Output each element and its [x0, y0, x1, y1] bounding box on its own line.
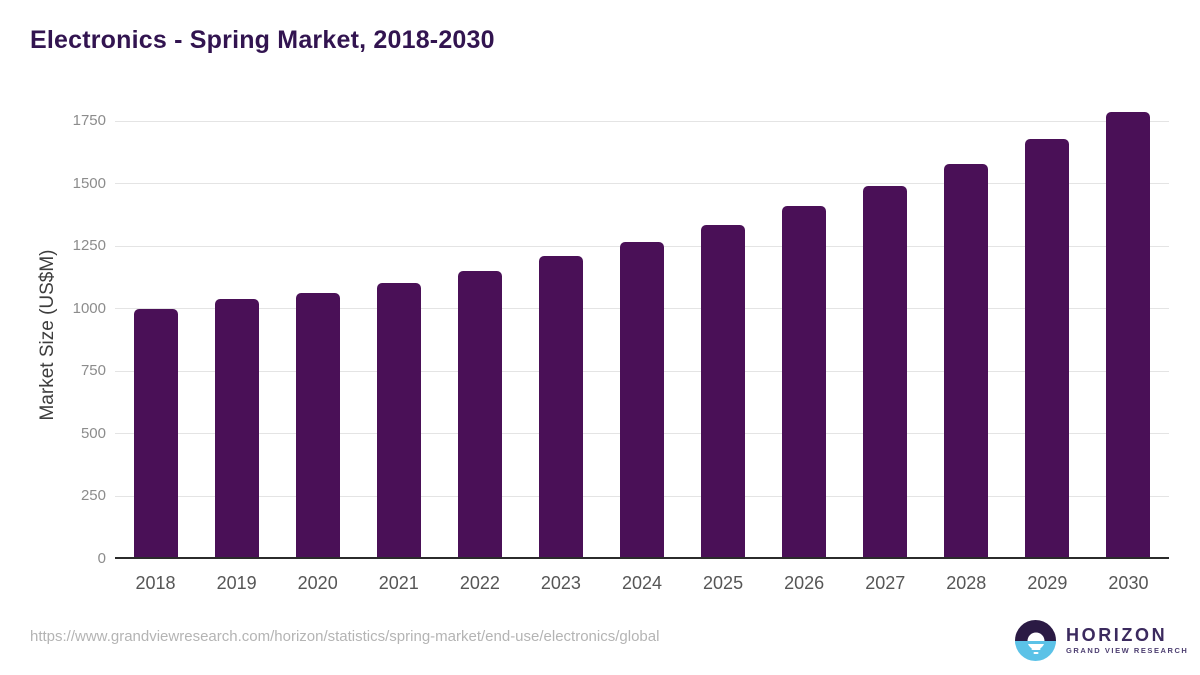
y-tick-label-250: 250 — [80, 487, 106, 504]
x-tick-label-2024: 2024 — [621, 573, 663, 593]
y-tick-label-1500: 1500 — [72, 174, 106, 192]
horizon-sun-icon — [1015, 620, 1056, 661]
brand-logo: HORIZON GRAND VIEW RESEARCH — [1015, 620, 1188, 661]
x-tick-label-2029: 2029 — [1027, 573, 1068, 593]
gridline-1750 — [115, 120, 1169, 122]
y-tick-label-1000: 1000 — [72, 299, 106, 317]
x-tick-label-2026: 2026 — [784, 573, 825, 593]
bar-2020[interactable] — [295, 292, 340, 558]
y-axis-title: Market Size (US$M) — [37, 249, 58, 421]
source-url: https://www.grandviewresearch.com/horizo… — [30, 628, 660, 645]
y-tick-label-1250: 1250 — [72, 237, 106, 254]
bar-2027[interactable] — [863, 185, 908, 558]
x-tick-label-2022: 2022 — [459, 573, 500, 593]
x-tick-label-2027: 2027 — [865, 573, 906, 593]
x-axis-line — [115, 557, 1169, 559]
y-tick-label-0: 0 — [97, 549, 106, 567]
bar-2028[interactable] — [944, 163, 989, 558]
x-tick-label-2023: 2023 — [540, 573, 581, 593]
x-tick-label-2018: 2018 — [135, 573, 176, 593]
y-tick-label-1750: 1750 — [72, 112, 106, 129]
logo-tagline: GRAND VIEW RESEARCH — [1066, 645, 1189, 655]
y-tick-label-750: 750 — [80, 362, 106, 379]
bar-2029[interactable] — [1025, 138, 1070, 558]
gridline-1500 — [115, 183, 1169, 184]
x-tick-label-2025: 2025 — [703, 573, 744, 593]
logo-brand-name: HORIZON — [1066, 624, 1168, 645]
bar-2025[interactable] — [701, 224, 746, 558]
y-tick-label-500: 500 — [80, 424, 106, 442]
bar-2018[interactable] — [133, 309, 178, 558]
x-tick-label-2021: 2021 — [378, 573, 419, 593]
x-tick-label-2030: 2030 — [1108, 573, 1149, 593]
bar-2030[interactable] — [1106, 111, 1151, 558]
bar-2021[interactable] — [376, 283, 421, 558]
bar-2022[interactable] — [457, 271, 502, 558]
bar-2019[interactable] — [214, 298, 259, 558]
x-tick-label-2020: 2020 — [297, 573, 338, 593]
chart-title: Electronics - Spring Market, 2018-2030 — [30, 26, 495, 54]
x-tick-label-2019: 2019 — [216, 573, 257, 593]
bar-2023[interactable] — [538, 255, 583, 558]
bar-2024[interactable] — [620, 242, 664, 558]
bar-2026[interactable] — [782, 205, 827, 558]
x-tick-label-2028: 2028 — [946, 573, 987, 593]
